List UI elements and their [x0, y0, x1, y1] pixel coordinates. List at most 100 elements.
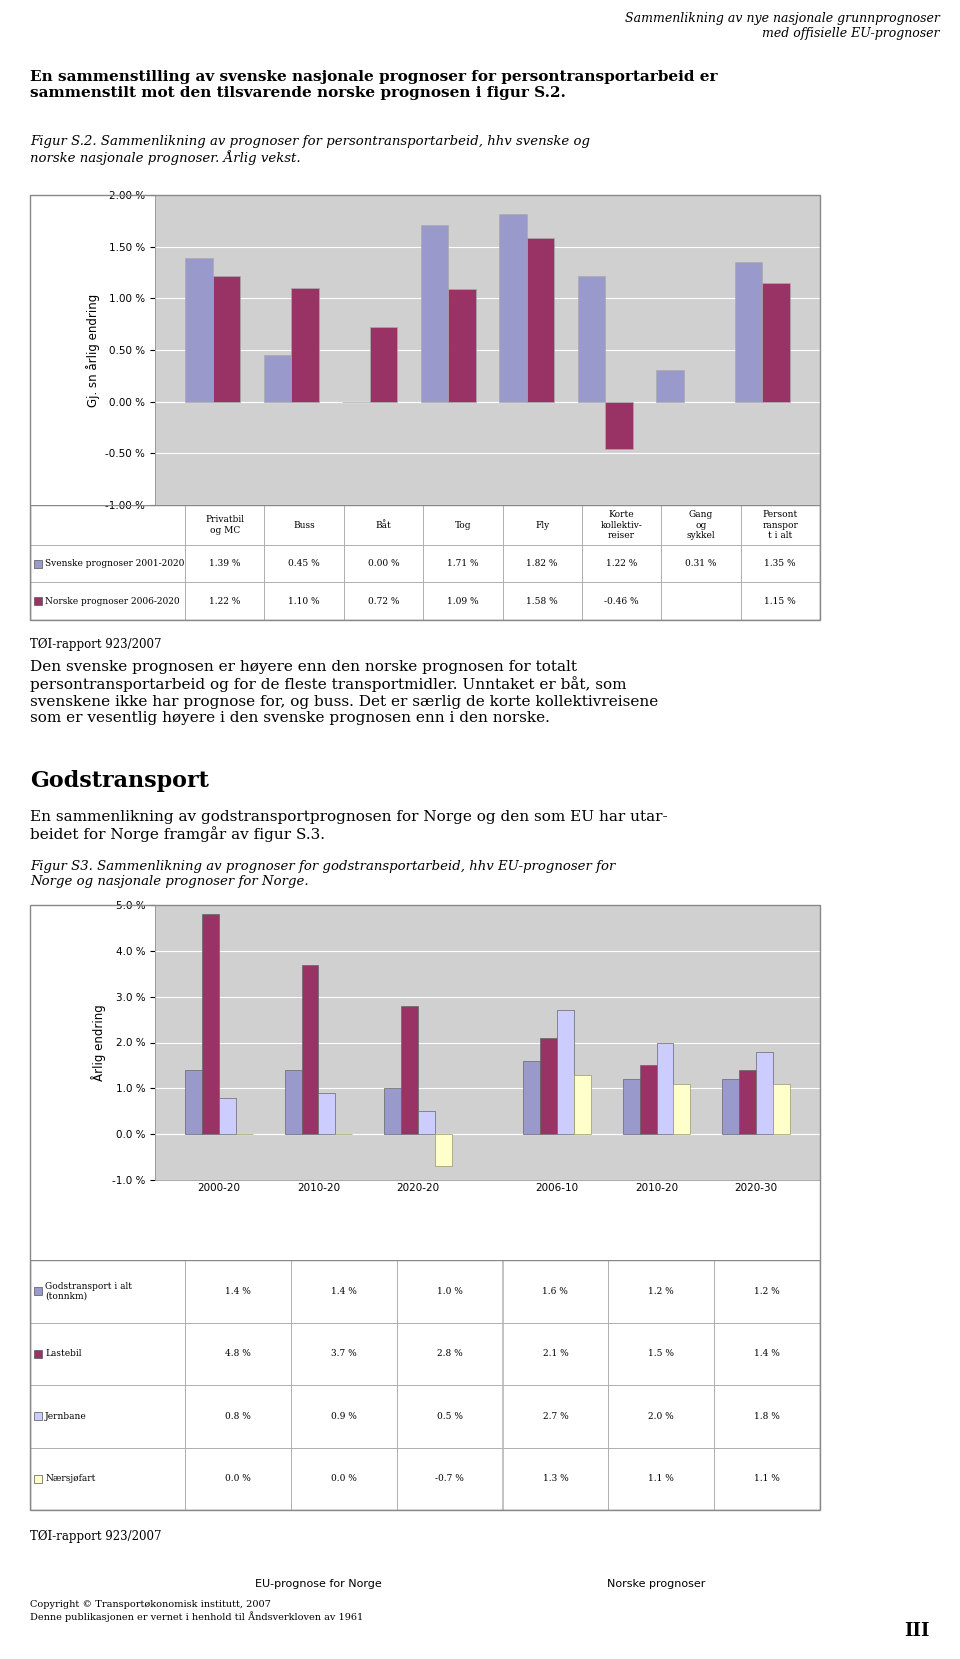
Bar	[264, 504, 344, 546]
Bar	[396, 1448, 502, 1510]
Text: Buss: Buss	[293, 521, 315, 529]
Text: 1.4 %: 1.4 %	[331, 1287, 357, 1296]
Text: 1.22 %: 1.22 %	[209, 597, 240, 606]
Bar	[609, 1322, 714, 1385]
Bar	[219, 1098, 236, 1135]
Bar	[291, 1259, 396, 1322]
Bar	[34, 1475, 42, 1483]
Text: Figur S3. Sammenlikning av prognoser for godstransportarbeid, hhv EU-prognoser f: Figur S3. Sammenlikning av prognoser for…	[30, 859, 615, 888]
Text: 3.7 %: 3.7 %	[331, 1349, 356, 1359]
Bar	[185, 582, 264, 620]
Bar	[756, 1052, 773, 1135]
Text: 2.7 %: 2.7 %	[542, 1412, 568, 1420]
Bar	[213, 275, 240, 401]
Bar	[502, 1259, 609, 1322]
Text: 0.8 %: 0.8 %	[225, 1412, 251, 1420]
Bar	[30, 1259, 185, 1322]
Bar	[740, 546, 820, 582]
Text: EU-prognose for Norge: EU-prognose for Norge	[255, 1579, 382, 1589]
Text: 1.4 %: 1.4 %	[225, 1287, 251, 1296]
Bar	[423, 582, 502, 620]
Text: 1.4 %: 1.4 %	[755, 1349, 780, 1359]
Text: Persont
ranspor
t i alt: Persont ranspor t i alt	[762, 509, 799, 539]
Bar	[423, 504, 502, 546]
Bar	[291, 1385, 396, 1448]
Text: TØI-rapport 923/2007: TØI-rapport 923/2007	[30, 639, 161, 652]
Text: 0.5 %: 0.5 %	[437, 1412, 463, 1420]
Text: 1.2 %: 1.2 %	[755, 1287, 780, 1296]
Text: Nærsjøfart: Nærsjøfart	[45, 1475, 95, 1483]
Bar	[264, 355, 291, 401]
Text: Sammenlikning av nye nasjonale grunnprognoser
med offisielle EU-prognoser: Sammenlikning av nye nasjonale grunnprog…	[625, 12, 940, 40]
Text: 0.31 %: 0.31 %	[685, 559, 717, 567]
Bar	[605, 401, 633, 450]
Bar	[714, 1448, 820, 1510]
Y-axis label: Gj. sn årlig endring: Gj. sn årlig endring	[85, 294, 100, 406]
Bar	[673, 1083, 690, 1135]
Bar	[418, 1112, 435, 1135]
Bar	[185, 1385, 291, 1448]
Bar	[185, 259, 213, 401]
Text: -0.7 %: -0.7 %	[435, 1475, 464, 1483]
Text: Godstransport i alt
(tonnkm): Godstransport i alt (tonnkm)	[45, 1281, 132, 1301]
Text: 0.0 %: 0.0 %	[225, 1475, 251, 1483]
Text: 0.45 %: 0.45 %	[288, 559, 320, 567]
Bar	[582, 504, 661, 546]
Bar	[448, 289, 476, 401]
Bar	[502, 1322, 609, 1385]
Bar	[502, 1448, 609, 1510]
Text: 1.82 %: 1.82 %	[526, 559, 558, 567]
Bar	[582, 546, 661, 582]
Text: Korte
kollektiv-
reiser: Korte kollektiv- reiser	[601, 509, 642, 539]
Bar	[203, 914, 219, 1135]
Text: 1.39 %: 1.39 %	[209, 559, 240, 567]
Bar	[344, 582, 423, 620]
Text: 2.1 %: 2.1 %	[542, 1349, 568, 1359]
Text: Jernbane: Jernbane	[45, 1412, 86, 1420]
Text: 1.1 %: 1.1 %	[755, 1475, 780, 1483]
Bar	[657, 1042, 673, 1135]
Bar	[344, 546, 423, 582]
Text: Båt: Båt	[375, 521, 392, 529]
Text: Norske prognoser: Norske prognoser	[608, 1579, 706, 1589]
Bar	[301, 964, 319, 1135]
Bar	[435, 1135, 452, 1166]
Bar	[396, 1385, 502, 1448]
Bar	[319, 1093, 335, 1135]
Text: Godstransport: Godstransport	[30, 770, 209, 791]
Text: Norske prognoser 2006-2020: Norske prognoser 2006-2020	[45, 597, 180, 606]
Text: 1.10 %: 1.10 %	[288, 597, 320, 606]
Bar	[502, 546, 582, 582]
Text: 1.1 %: 1.1 %	[648, 1475, 674, 1483]
Bar	[762, 282, 790, 401]
Bar	[623, 1078, 639, 1135]
Text: 1.8 %: 1.8 %	[755, 1412, 780, 1420]
Y-axis label: Årlig endring: Årlig endring	[91, 1004, 107, 1082]
Bar	[34, 559, 42, 567]
Bar	[734, 262, 762, 401]
Bar	[291, 1448, 396, 1510]
Bar	[582, 582, 661, 620]
Bar	[502, 504, 582, 546]
Bar	[396, 1259, 502, 1322]
Text: Svenske prognoser 2001-2020: Svenske prognoser 2001-2020	[45, 559, 184, 567]
Text: En sammenlikning av godstransportprognosen for Norge og den som EU har utar-
bei: En sammenlikning av godstransportprognos…	[30, 810, 667, 843]
Bar	[773, 1083, 790, 1135]
Bar	[540, 1039, 557, 1135]
Bar	[714, 1385, 820, 1448]
Bar	[30, 1322, 185, 1385]
Bar	[661, 582, 740, 620]
Bar	[291, 289, 319, 401]
Text: 0.0 %: 0.0 %	[331, 1475, 357, 1483]
Bar	[285, 1070, 301, 1135]
Text: 1.6 %: 1.6 %	[542, 1287, 568, 1296]
Text: En sammenstilling av svenske nasjonale prognoser for persontransportarbeid er
sa: En sammenstilling av svenske nasjonale p…	[30, 70, 717, 100]
Text: 2.0 %: 2.0 %	[648, 1412, 674, 1420]
Text: Tog: Tog	[455, 521, 471, 529]
Bar	[714, 1322, 820, 1385]
Text: 1.2 %: 1.2 %	[648, 1287, 674, 1296]
Bar	[609, 1448, 714, 1510]
Bar	[30, 546, 185, 582]
Bar	[499, 214, 527, 401]
Text: 1.5 %: 1.5 %	[648, 1349, 674, 1359]
